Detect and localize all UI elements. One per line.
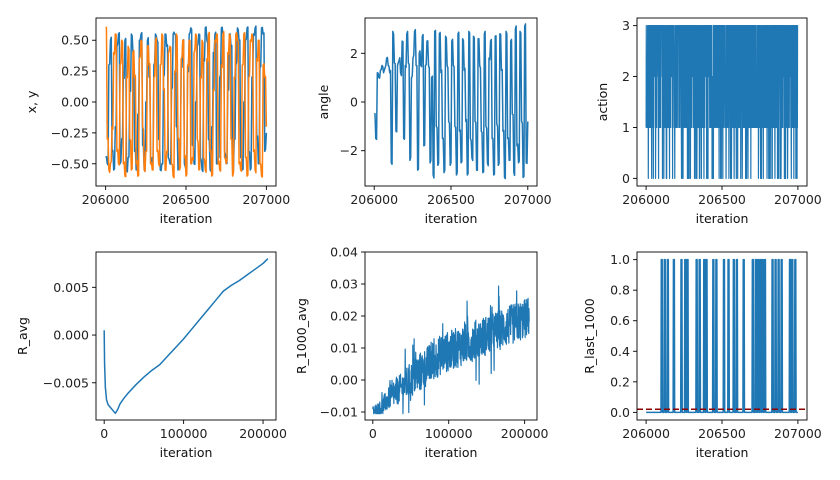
angle-xtick-label: 207000 [504,192,552,207]
action-xlabel: iteration [696,211,749,226]
angle-ylabel: angle [316,84,331,119]
action-ytick-label: 3 [622,18,630,33]
xy-xtick-label: 206500 [162,192,210,207]
angle-xlabel: iteration [425,211,478,226]
r_last_1000-ytick-label: 0.0 [610,405,630,420]
r_1000_avg-ylabel: R_1000_avg [294,298,309,374]
action-ylabel: action [595,83,610,121]
subplot-r_last_1000: 206000 206500 207000 0.0 0.2 0.4 0.6 0.8 1.0 iter… [582,251,822,460]
r_avg-ytick-label: 0.000 [53,328,89,343]
action-ytick-label: 2 [622,69,630,84]
r_1000_avg-series-0-line [372,285,530,415]
xy-xtick-label: 206000 [82,192,130,207]
r_avg-ylabel: R_avg [15,317,30,355]
xy-ylabel: x, y [24,90,39,113]
subplot-xy: 206000 206500 207000 −0.50 −0.25 0.00 0.25 0.50… [24,17,290,226]
r_1000_avg-ytick-label: 0.04 [330,245,358,260]
action-xtick-label: 206000 [622,192,670,207]
angle-plot-area [373,23,529,180]
r_1000_avg-ytick-label: 0.01 [330,341,358,356]
r_1000_avg-axes-frame [364,251,538,421]
r_1000_avg-plot-area [372,285,530,415]
r_last_1000-ytick-label: 0.4 [610,344,630,359]
xy-ytick-label: −0.25 [51,125,89,140]
angle-ytick-label: 0 [350,95,358,110]
xy-ytick-label: −0.50 [51,156,89,171]
xy-ytick-label: 0.25 [61,64,89,79]
action-series-0-line [645,25,799,179]
angle-series-0-line [373,23,529,180]
subplot-action: 206000 206500 207000 0 1 2 3 iteration action [595,17,822,226]
angle-ytick-label: −2 [340,143,358,158]
r_1000_avg-ytick-label: 0.03 [330,277,358,292]
subplot-r_1000_avg: 0 100000 200000 −0.01 0.00 0.01 0.02 0.03 0.04 it… [294,245,549,461]
action-plot-area [645,25,799,179]
r_avg-xtick-label: 0 [100,426,108,441]
r_last_1000-xtick-label: 206500 [698,426,746,441]
subplot-angle: 206000 206500 207000 −2 0 2 iteration angle [316,17,552,226]
xy-plot-area [105,25,268,179]
r_avg-xtick-label: 100000 [160,426,208,441]
action-xtick-label: 206500 [698,192,746,207]
r_1000_avg-xtick-label: 0 [369,426,377,441]
action-xtick-label: 207000 [774,192,822,207]
r_avg-series-0-line [103,258,269,415]
r_last_1000-plot-area [637,258,807,414]
action-ytick-label: 0 [622,171,630,186]
angle-xtick-label: 206000 [350,192,398,207]
xy-ytick-label: 0.00 [61,95,89,110]
r_1000_avg-ytick-label: 0.00 [330,373,358,388]
r_1000_avg-ytick-label: 0.02 [330,309,358,324]
r_last_1000-ylabel: R_last_1000 [582,298,597,374]
r_1000_avg-xlabel: iteration [425,445,478,460]
r_last_1000-xtick-label: 206000 [622,426,670,441]
r_avg-xlabel: iteration [160,445,213,460]
xy-xlabel: iteration [160,211,213,226]
angle-xtick-label: 206500 [427,192,475,207]
r_1000_avg-xtick-label: 100000 [425,426,473,441]
r_avg-axes-frame [95,251,277,421]
r_1000_avg-ytick-label: −0.01 [320,405,358,420]
r_avg-plot-area [103,258,269,415]
xy-ytick-label: 0.50 [61,33,89,48]
angle-ytick-label: 2 [350,46,358,61]
r_last_1000-ytick-label: 0.6 [610,313,630,328]
r_1000_avg-xtick-label: 200000 [501,426,549,441]
r_last_1000-ytick-label: 1.0 [610,252,630,267]
r_last_1000-series-0-line [646,258,798,414]
r_last_1000-xlabel: iteration [696,445,749,460]
r_avg-ytick-label: −0.005 [43,375,89,390]
r_last_1000-ytick-label: 0.2 [610,374,630,389]
r_avg-ytick-label: 0.005 [53,280,89,295]
subplot-r_avg: 0 100000 200000 −0.005 0.000 0.005 iteration R_… [15,251,287,460]
action-ytick-label: 1 [622,120,630,135]
xy-series-1-line [105,26,268,179]
r_last_1000-xtick-label: 207000 [774,426,822,441]
r_last_1000-ytick-label: 0.8 [610,283,630,298]
r_avg-xtick-label: 200000 [239,426,287,441]
xy-xtick-label: 207000 [242,192,290,207]
